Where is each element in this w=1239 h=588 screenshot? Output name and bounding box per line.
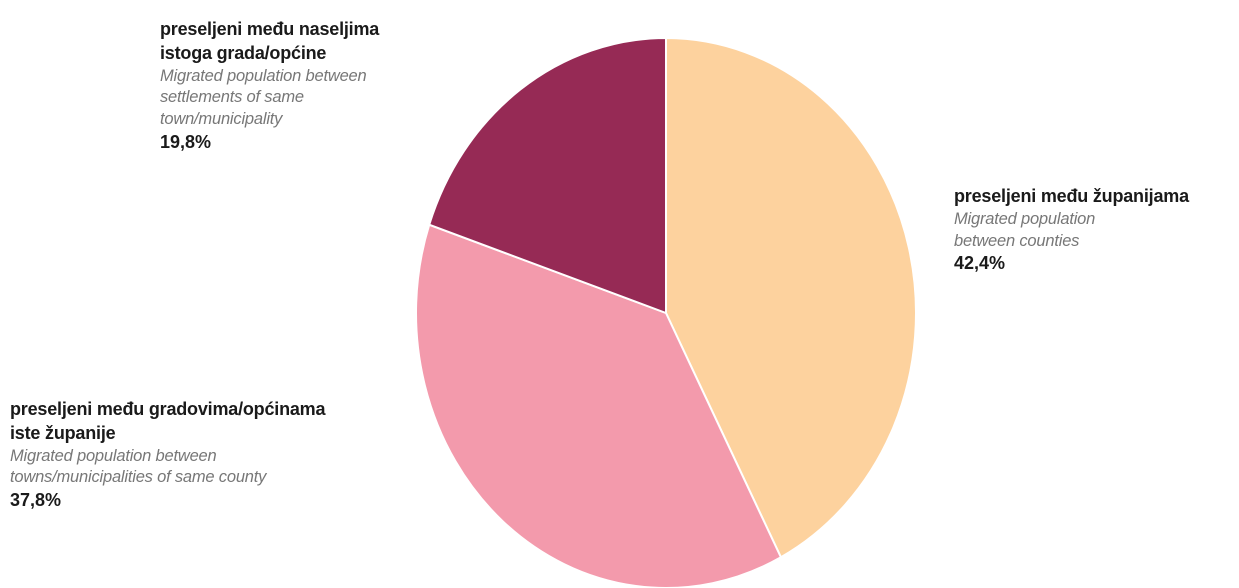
slice-label-en-line: Migrated population between [160,66,367,85]
slice-label-hr-line: istoga grada/općine [160,42,327,63]
slice-label-en-line: between counties [954,231,1080,250]
pie-slice-between-towns [415,223,783,588]
slice-label-en-line: town/municipality [160,110,283,129]
slice-label-en-line: Migrated population between [10,446,217,465]
slice-percentage: 37,8% [10,490,62,511]
slice-label-between-towns: preseljeni među gradovima/općinama iste … [10,398,410,513]
slice-label-between-settlements: preseljeni među naseljima istoga grada/o… [160,18,445,155]
slice-label-en-line: settlements of same [160,88,304,107]
slice-percentage: 19,8% [160,131,212,152]
slice-label-hr-line: preseljeni među gradovima/općinama [10,399,326,419]
pie-slice-between-settlements [427,36,667,315]
slice-label-between-counties: preseljeni među županijama Migrated popu… [954,185,1239,276]
slice-percentage: 42,4% [954,253,1006,274]
slice-label-hr-line: preseljeni među naseljima [160,19,380,39]
slice-label-hr-line: preseljeni među županijama [954,186,1189,206]
slice-label-en-line: Migrated population [954,209,1096,228]
pie-slice-between-counties [665,36,917,559]
slice-label-en-line: towns/municipalities of same county [10,468,267,487]
slice-label-hr-line: iste županije [10,422,116,443]
